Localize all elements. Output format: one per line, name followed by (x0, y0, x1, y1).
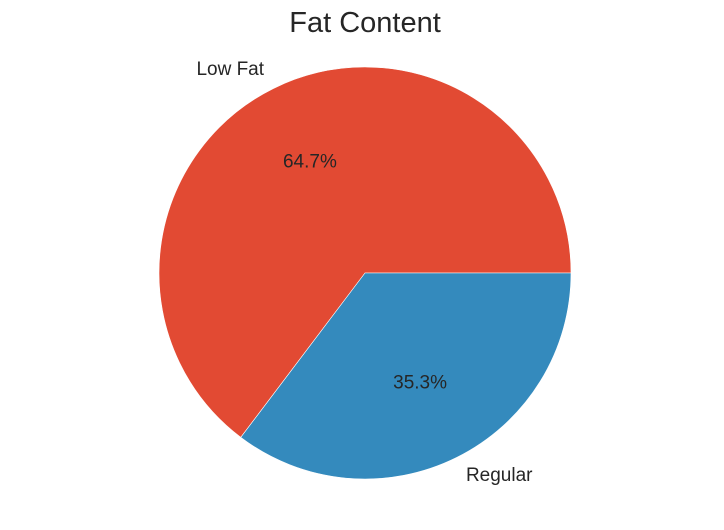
pie-slice-low-fat (158, 66, 572, 438)
slice-label: Low Fat (196, 59, 264, 80)
chart-title: Fat Content (289, 7, 441, 39)
slice-percent-label: 64.7% (283, 151, 337, 172)
slice-label: Regular (466, 465, 533, 486)
pie-slice-regular (240, 272, 572, 480)
slice-percent-label: 35.3% (393, 373, 447, 394)
pie-slices (158, 66, 572, 480)
pie-labels: Low Fat 64.7% Regular 35.3% (196, 59, 533, 486)
